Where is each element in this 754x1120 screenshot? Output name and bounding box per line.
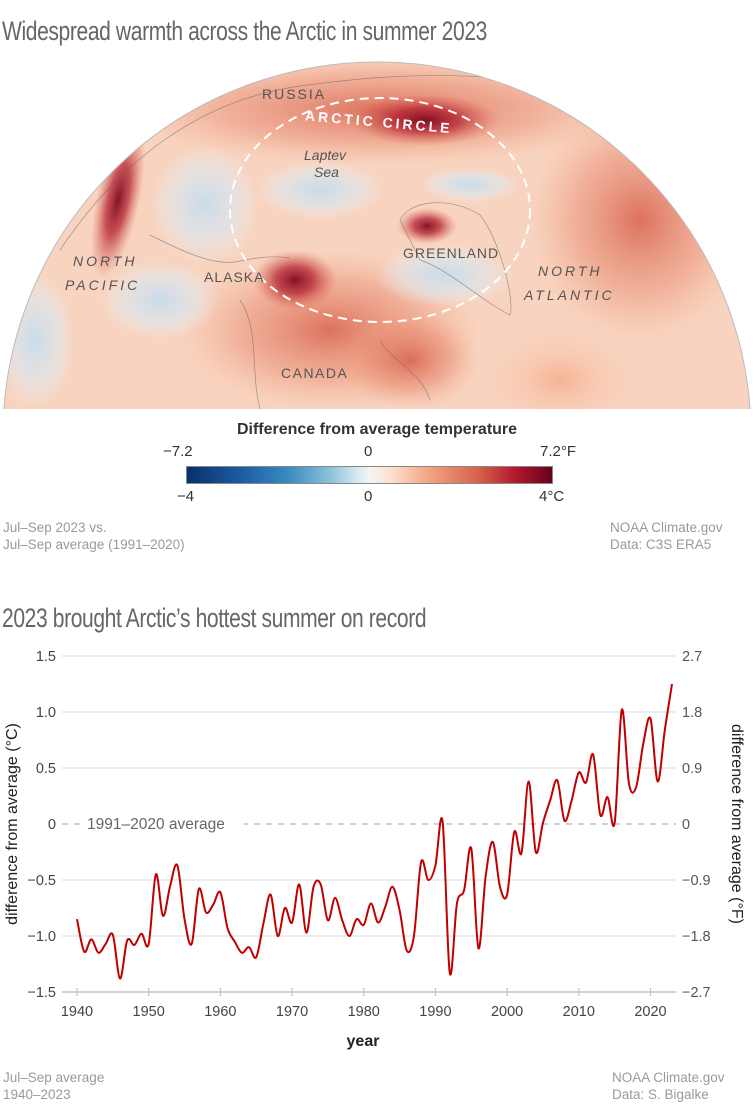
label-greenland: GREENLAND: [403, 245, 499, 261]
x-tick-label: 1960: [204, 1004, 236, 1020]
label-north-atlantic-1: NORTH: [538, 263, 603, 279]
y-tick-label-right: −2.7: [682, 985, 711, 1001]
y-tick-label-right: 0: [682, 817, 690, 833]
map-title: Widespread warmth across the Arctic in s…: [2, 16, 487, 46]
pacific-hotspot: [90, 121, 146, 279]
temperature-line-chart: 1.5 2.7 1.0 1.8 0.5 0.9 0 0 −0.5 −0.9 −1.0 −1.8 −1.5…: [4, 649, 745, 1050]
chart-note-left: Jul–Sep average 1940–2023: [3, 1069, 104, 1103]
east-siberia-cool-region: [150, 145, 260, 265]
y-tick-label-left: 1.5: [36, 649, 56, 665]
siberia-hotspot: [350, 94, 500, 146]
coastline-greenland: [399, 202, 512, 316]
y-tick-label-left: 0: [48, 817, 56, 833]
reference-label-bg: [84, 815, 244, 833]
y-tick-label-left: 1.0: [36, 705, 56, 721]
legend-f-min: −7.2: [163, 443, 193, 460]
y-tick-label-right: −0.9: [682, 873, 711, 889]
pacific-cool-region: [100, 260, 220, 340]
label-laptev-2: Sea: [314, 164, 339, 180]
chart-credit-line-1: NOAA Climate.gov: [612, 1070, 725, 1085]
y-tick-label-left: −0.5: [27, 873, 56, 889]
x-tick-label: 2020: [634, 1004, 666, 1020]
greenland-hotspot: [397, 208, 457, 244]
map-note-left: Jul–Sep 2023 vs. Jul–Sep average (1991–2…: [3, 519, 185, 553]
map-credit-line-2: Data: C3S ERA5: [610, 537, 712, 552]
label-russia: RUSSIA: [262, 86, 326, 102]
y-axis-title-left: difference from average (°C): [4, 723, 21, 925]
arctic-temperature-map: RUSSIA ARCTIC CIRCLE Laptev Sea NORTH PA…: [0, 55, 754, 811]
coastline-canada: [239, 299, 431, 410]
canada-hotspot: [253, 250, 337, 310]
map-note-left-line-2: Jul–Sep average (1991–2020): [3, 537, 185, 552]
chart-credit: NOAA Climate.gov Data: S. Bigalke: [612, 1069, 725, 1103]
y-tick-label-right: 2.7: [682, 649, 702, 665]
line-layer: [76, 683, 673, 980]
chart-credit-line-2: Data: S. Bigalke: [612, 1087, 709, 1102]
map-note-left-line-1: Jul–Sep 2023 vs.: [3, 520, 107, 535]
map-credit: NOAA Climate.gov Data: C3S ERA5: [610, 519, 723, 553]
legend-c-max: 4°C: [539, 488, 565, 505]
scandinavia-warm-region: [530, 100, 750, 340]
series-line: [76, 683, 673, 980]
y-tick-label-left: −1.5: [27, 985, 56, 1001]
y-tick-label-right: 1.8: [682, 705, 702, 721]
label-north-pacific-2: PACIFIC: [65, 277, 140, 293]
chart-title: 2023 brought Arctic’s hottest summer on …: [2, 603, 427, 633]
x-tick-label: 1980: [348, 1004, 380, 1020]
legend-c-min: −4: [177, 488, 195, 505]
hudson-warm-region: [340, 310, 480, 410]
chart-note-left-line-2: 1940–2023: [3, 1087, 71, 1102]
x-tick-label: 2000: [491, 1004, 523, 1020]
x-axis-title: year: [347, 1033, 380, 1050]
arctic-circle-line: [229, 97, 531, 323]
label-alaska: ALASKA: [204, 269, 264, 285]
grid-layer: [62, 655, 676, 993]
greenland-sea-cool-region: [420, 167, 520, 203]
legend-title: Difference from average temperature: [236, 421, 518, 438]
legend-f-max: 7.2°F: [540, 443, 577, 460]
colorbar: [186, 466, 553, 484]
legend-c-mid: 0: [364, 488, 373, 505]
y-tick-label-right: 0.9: [682, 761, 702, 777]
legend-f-mid: 0: [364, 443, 373, 460]
baffin-cool-region: [375, 243, 515, 307]
label-north-pacific-1: NORTH: [73, 253, 138, 269]
label-canada: CANADA: [281, 365, 348, 381]
chart-note-left-line-1: Jul–Sep average: [3, 1070, 105, 1085]
y-tick-label-left: 0.5: [36, 761, 56, 777]
y-tick-label-left: −1.0: [27, 929, 56, 945]
reference-line-label: 1991–2020 average: [87, 816, 225, 833]
x-tick-label: 1990: [419, 1004, 451, 1020]
y-axis-title-right: difference from average (°F): [728, 724, 745, 924]
y-tick-label-right: −1.8: [682, 929, 711, 945]
x-tick-label: 1970: [276, 1004, 308, 1020]
label-laptev-1: Laptev: [304, 147, 347, 163]
axis-layer: 1.5 2.7 1.0 1.8 0.5 0.9 0 0 −0.5 −0.9 −1.0 −1.8 −1.5…: [27, 649, 710, 1020]
x-tick-label: 2010: [563, 1004, 595, 1020]
x-tick-label: 1940: [61, 1004, 93, 1020]
map-credit-line-1: NOAA Climate.gov: [610, 520, 723, 535]
label-north-atlantic-2: ATLANTIC: [523, 287, 615, 303]
coastline-alaska: [149, 234, 291, 263]
x-tick-label: 1950: [133, 1004, 165, 1020]
arctic-ocean-cool-region: [255, 160, 385, 220]
